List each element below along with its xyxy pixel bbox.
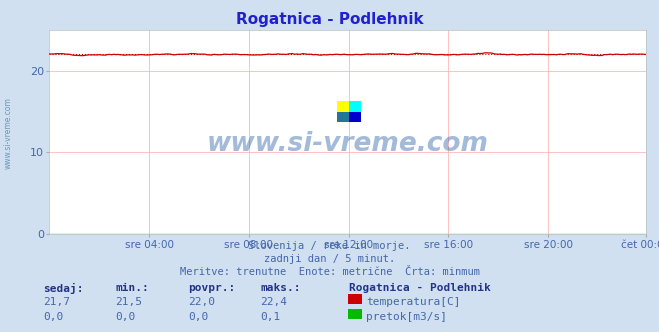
Text: 0,1: 0,1 bbox=[260, 312, 281, 322]
Text: 0,0: 0,0 bbox=[43, 312, 63, 322]
Text: Rogatnica - Podlehnik: Rogatnica - Podlehnik bbox=[349, 283, 491, 293]
Text: 22,0: 22,0 bbox=[188, 297, 215, 307]
Text: 21,5: 21,5 bbox=[115, 297, 142, 307]
Text: 0,0: 0,0 bbox=[188, 312, 208, 322]
Text: Meritve: trenutne  Enote: metrične  Črta: minmum: Meritve: trenutne Enote: metrične Črta: … bbox=[179, 267, 480, 277]
Text: 0,0: 0,0 bbox=[115, 312, 136, 322]
Text: sedaj:: sedaj: bbox=[43, 283, 83, 294]
Text: 22,4: 22,4 bbox=[260, 297, 287, 307]
Text: www.si-vreme.com: www.si-vreme.com bbox=[207, 131, 488, 157]
Text: www.si-vreme.com: www.si-vreme.com bbox=[3, 97, 13, 169]
Text: 21,7: 21,7 bbox=[43, 297, 70, 307]
Text: temperatura[C]: temperatura[C] bbox=[366, 297, 461, 307]
Text: maks.:: maks.: bbox=[260, 283, 301, 293]
Text: Slovenija / reke in morje.: Slovenija / reke in morje. bbox=[248, 241, 411, 251]
Text: pretok[m3/s]: pretok[m3/s] bbox=[366, 312, 447, 322]
Text: zadnji dan / 5 minut.: zadnji dan / 5 minut. bbox=[264, 254, 395, 264]
Text: povpr.:: povpr.: bbox=[188, 283, 235, 293]
Text: min.:: min.: bbox=[115, 283, 149, 293]
Text: Rogatnica - Podlehnik: Rogatnica - Podlehnik bbox=[236, 12, 423, 27]
